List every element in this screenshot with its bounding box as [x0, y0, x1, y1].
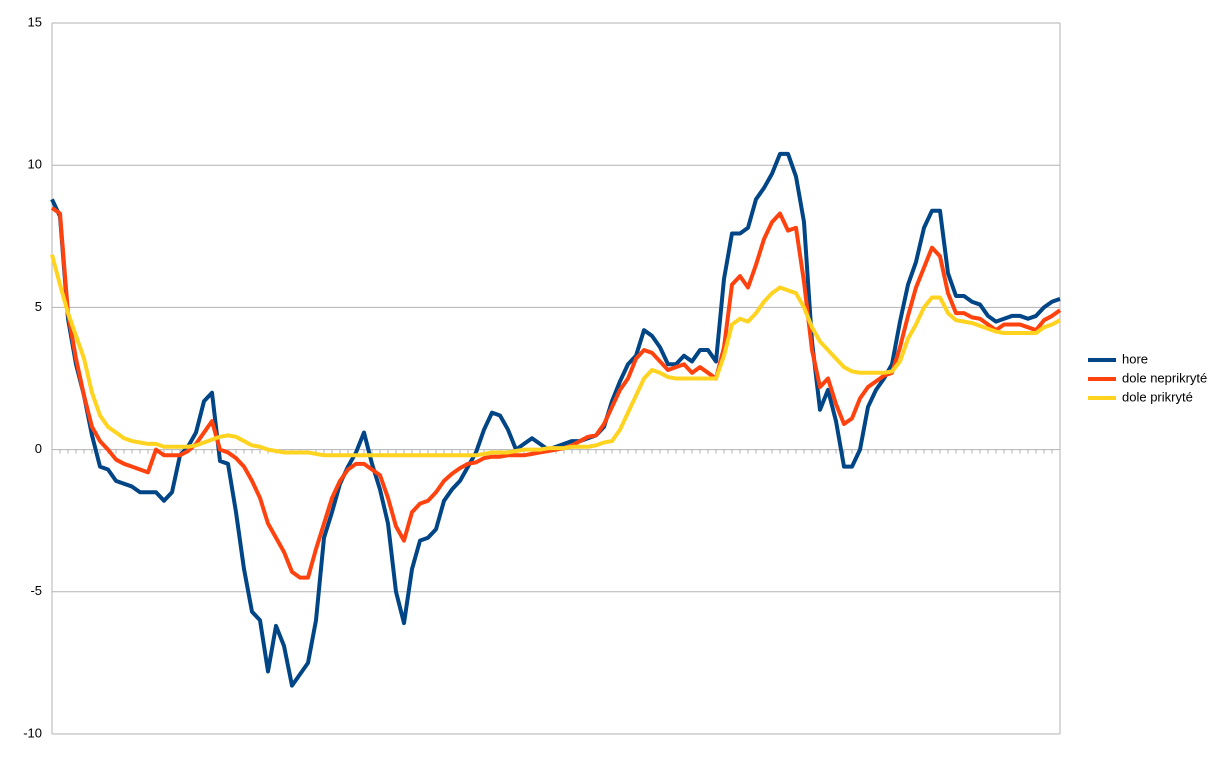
legend-label: hore	[1122, 351, 1148, 366]
y-tick-label: 5	[35, 299, 42, 314]
legend-label: dole prikryté	[1122, 389, 1193, 404]
series-line	[50, 254, 1061, 458]
y-tick-label: 15	[28, 14, 42, 29]
legend-label: dole neprikryté	[1122, 370, 1207, 385]
y-tick-label: -10	[23, 725, 42, 740]
y-tick-label: -5	[30, 583, 42, 598]
y-tick-label: 10	[28, 157, 42, 172]
series-line	[50, 206, 1062, 580]
series-line	[50, 151, 1061, 688]
y-tick-label: 0	[35, 441, 42, 456]
